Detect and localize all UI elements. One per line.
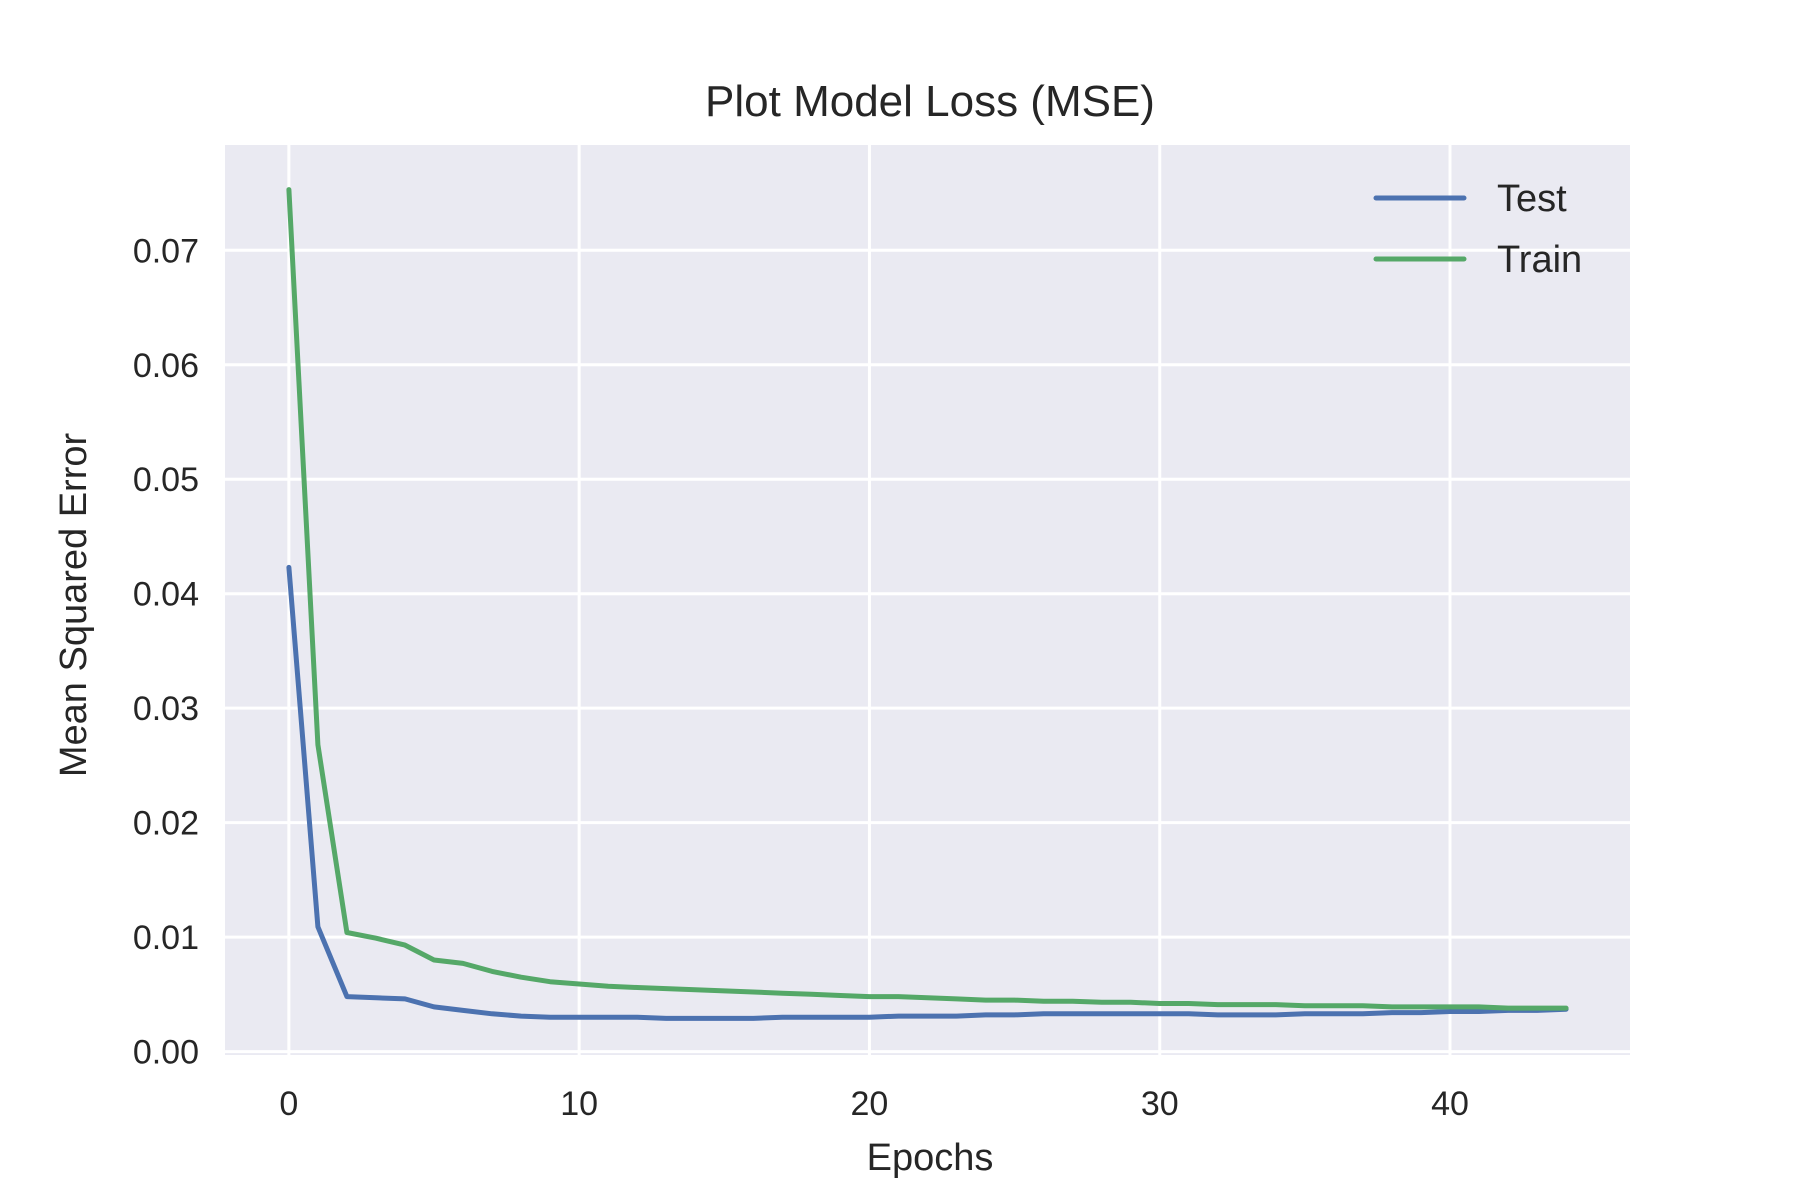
series-lines [286, 187, 1569, 1021]
x-tick-label: 10 [560, 1085, 598, 1123]
y-tick-label: 0.07 [133, 232, 199, 270]
legend-label-train: Train [1497, 239, 1582, 281]
legend: Test Train [1373, 178, 1582, 281]
y-axis-label: Mean Squared Error [53, 433, 95, 778]
x-tick-label: 30 [1141, 1085, 1179, 1123]
tick-labels: 0 10 20 30 40 0.00 0.01 0.02 0.03 0.04 0.05 0.06 0.0… [133, 232, 1469, 1123]
legend-label-test: Test [1497, 178, 1567, 220]
y-tick-label: 0.05 [133, 461, 199, 499]
x-tick-label: 20 [851, 1085, 889, 1123]
series-line-test [286, 564, 1569, 1021]
grid [225, 145, 1630, 1055]
y-tick-label: 0.02 [133, 805, 199, 843]
y-tick-label: 0.06 [133, 347, 199, 385]
y-tick-label: 0.01 [133, 919, 199, 957]
plot-area [225, 145, 1630, 1055]
y-tick-label: 0.04 [133, 576, 199, 614]
series-line-train [286, 187, 1569, 1011]
y-tick-label: 0.00 [133, 1034, 199, 1072]
chart-title: Plot Model Loss (MSE) [705, 77, 1155, 126]
y-tick-label: 0.03 [133, 690, 199, 728]
x-axis-label: Epochs [867, 1137, 994, 1179]
x-tick-label: 40 [1431, 1085, 1469, 1123]
x-tick-label: 0 [279, 1085, 298, 1123]
